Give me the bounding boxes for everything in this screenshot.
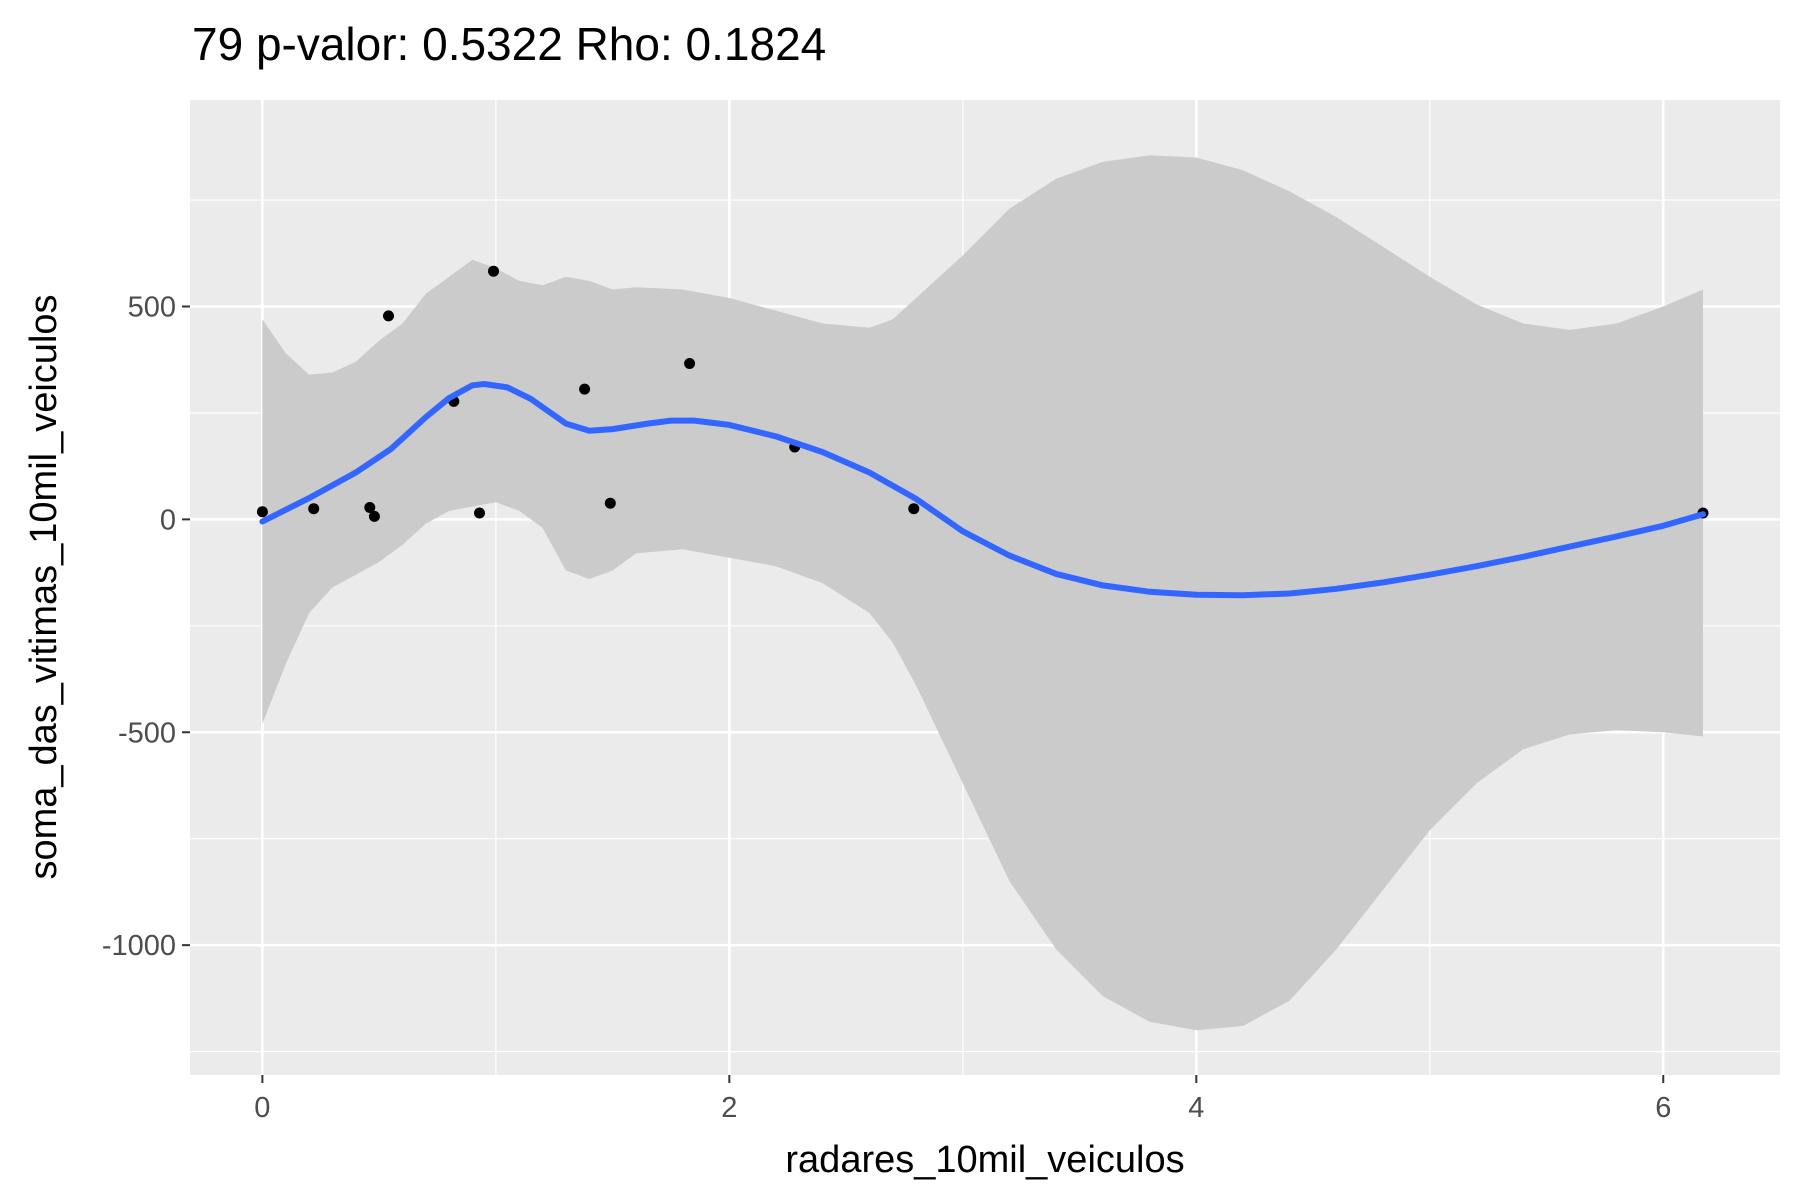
chart-title: 79 p-valor: 0.5322 Rho: 0.1824 bbox=[192, 18, 826, 70]
data-point bbox=[383, 310, 394, 322]
y-tick-label: 500 bbox=[128, 291, 176, 323]
data-point bbox=[364, 502, 376, 513]
y-tick-label: -1000 bbox=[102, 930, 176, 962]
data-point bbox=[579, 383, 591, 395]
y-axis: -1000 -500 0 500 bbox=[102, 291, 190, 962]
confidence-band bbox=[262, 155, 1703, 1031]
y-tick-label: 0 bbox=[160, 504, 176, 536]
data-point bbox=[474, 507, 485, 519]
x-tick-label: 6 bbox=[1655, 1092, 1671, 1124]
data-point bbox=[308, 503, 320, 515]
smooth-line bbox=[259, 381, 1706, 599]
y-tick-label: -500 bbox=[118, 717, 176, 749]
y-axis-title: soma_das_vitimas_10mil_veiculos bbox=[23, 294, 65, 879]
x-tick-label: 2 bbox=[721, 1092, 737, 1124]
data-point bbox=[684, 358, 696, 369]
data-point bbox=[604, 497, 616, 509]
data-points bbox=[256, 265, 1709, 522]
x-axis: 0 2 4 6 bbox=[254, 1075, 1671, 1124]
data-point bbox=[908, 503, 920, 515]
data-point bbox=[488, 265, 499, 277]
data-point bbox=[256, 506, 268, 518]
data-point bbox=[368, 510, 380, 522]
x-tick-label: 0 bbox=[254, 1092, 270, 1124]
x-axis-title: radares_10mil_veiculos bbox=[785, 1139, 1184, 1181]
x-tick-label: 4 bbox=[1188, 1092, 1204, 1124]
